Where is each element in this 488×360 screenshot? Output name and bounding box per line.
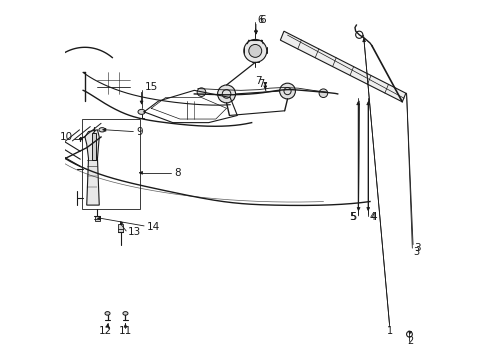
Text: 11: 11 [119,325,132,336]
Circle shape [248,44,261,57]
Bar [82,119,140,209]
FancyBboxPatch shape [118,224,123,232]
Text: 6: 6 [257,15,263,26]
Text: 8: 8 [174,168,181,178]
Text: 10: 10 [60,132,73,142]
Text: 14: 14 [147,222,160,232]
Text: 7: 7 [258,79,264,89]
Circle shape [197,88,205,96]
Ellipse shape [122,312,128,315]
Ellipse shape [138,109,145,114]
Text: 5: 5 [349,212,356,221]
Text: 4: 4 [369,212,375,221]
Bar [94,216,100,221]
Polygon shape [85,130,99,205]
Ellipse shape [105,312,110,315]
Text: 3: 3 [413,243,420,253]
Text: 5: 5 [348,212,355,221]
Circle shape [279,83,295,99]
Circle shape [244,40,266,62]
Text: 6: 6 [258,15,265,26]
Circle shape [217,85,235,103]
Text: 7: 7 [255,76,261,86]
Text: 9: 9 [136,127,142,136]
Text: 15: 15 [145,82,158,93]
Ellipse shape [99,128,105,132]
Text: 4: 4 [369,212,376,221]
Text: 13: 13 [128,227,141,237]
Circle shape [319,89,327,98]
Text: 3: 3 [412,247,418,257]
Polygon shape [280,31,405,102]
Text: 1: 1 [386,326,392,336]
FancyBboxPatch shape [92,134,96,160]
Text: 12: 12 [99,325,112,336]
Text: 2: 2 [406,336,412,346]
